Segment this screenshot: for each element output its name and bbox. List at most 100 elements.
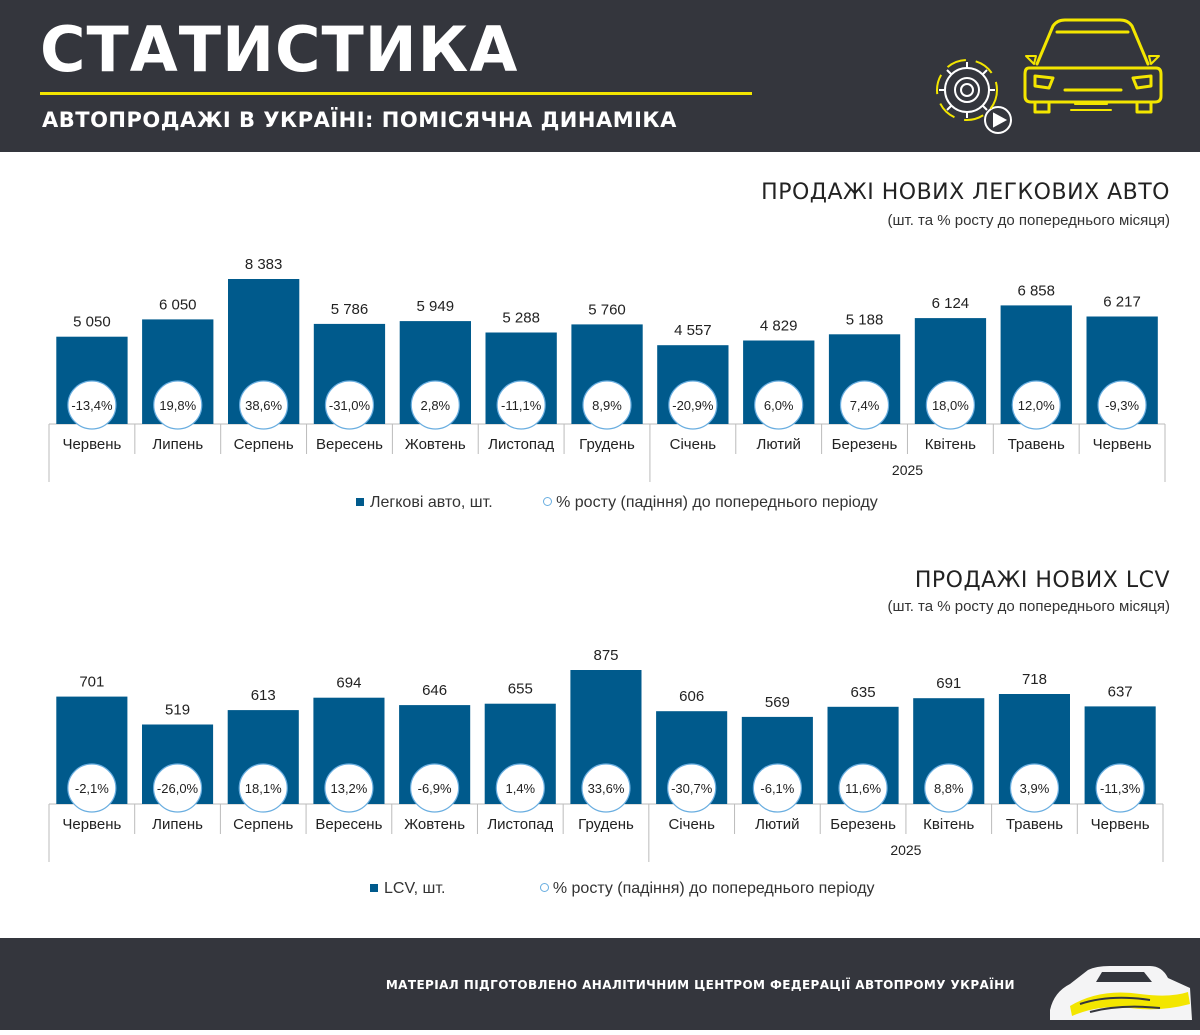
page-subtitle: АВТОПРОДАЖІ В УКРАЇНІ: ПОМІСЯЧНА ДИНАМІК… <box>42 108 677 132</box>
footer-banner: МАТЕРІАЛ ПІДГОТОВЛЕНО АНАЛІТИЧНИМ ЦЕНТРО… <box>0 938 1200 1030</box>
year-group-label: 2025 <box>892 462 923 478</box>
pct-change-label: -26,0% <box>157 781 199 796</box>
year-group-label: 2025 <box>890 842 921 858</box>
pct-change-label: 33,6% <box>588 781 625 796</box>
x-tick-label: Грудень <box>579 436 635 453</box>
pct-circle-marker <box>668 380 718 430</box>
bar-value-label: 5 949 <box>417 298 455 315</box>
pct-change-label: -20,9% <box>672 398 714 413</box>
pct-circle-marker <box>839 380 890 430</box>
legend-pct-item: % росту (падіння) до попереднього період… <box>543 494 878 511</box>
bar-value-label: 6 858 <box>1017 282 1055 299</box>
bar-value-label: 701 <box>79 674 104 691</box>
legend-bar-item: LCV, шт. <box>370 880 445 897</box>
lcv-bar-chart: 701 -2,1% Червень 519 -26,0% Липень 613 18,1% Се… <box>48 647 1164 862</box>
pct-circle-marker <box>1095 763 1145 813</box>
pct-change-label: 6,0% <box>764 398 794 413</box>
pct-circle-marker <box>582 380 632 430</box>
pct-circle-marker <box>838 763 888 813</box>
pct-circle-marker <box>410 380 460 430</box>
pct-change-label: 8,8% <box>934 781 964 796</box>
legend-pct-label: % росту (падіння) до попереднього період… <box>552 880 875 897</box>
bar-value-label: 875 <box>593 647 618 664</box>
pct-circle-marker <box>924 763 974 813</box>
pct-change-label: 2,8% <box>420 398 450 413</box>
x-tick-label: Листопад <box>487 816 553 833</box>
pct-circle-marker <box>152 763 203 813</box>
pct-change-label: 3,9% <box>1020 781 1050 796</box>
legend-bar-swatch <box>370 883 378 892</box>
x-tick-label: Листопад <box>488 436 554 453</box>
bar-value-label: 519 <box>165 702 190 719</box>
pct-circle-marker <box>239 380 289 430</box>
pct-change-label: -11,3% <box>1100 781 1141 796</box>
pct-change-label: 38,6% <box>245 398 282 413</box>
bar-value-label: 646 <box>422 682 447 699</box>
chart1-subtitle: (шт. та % росту до попереднього місяця) <box>887 212 1170 229</box>
pct-change-label: -2,1% <box>75 781 109 796</box>
pct-circle-marker <box>1009 763 1060 813</box>
x-tick-label: Січень <box>668 816 715 833</box>
pct-change-label: 11,6% <box>845 781 881 796</box>
chart1-legend: Легкові авто, шт. % росту (падіння) до п… <box>356 494 878 512</box>
bar-value-label: 655 <box>508 681 533 698</box>
pct-change-label: 18,1% <box>245 781 282 796</box>
x-tick-label: Травень <box>1008 436 1065 453</box>
chart2-title: ПРОДАЖІ НОВИХ LCV <box>914 568 1170 593</box>
footer-note: МАТЕРІАЛ ПІДГОТОВЛЕНО АНАЛІТИЧНИМ ЦЕНТРО… <box>385 978 1015 992</box>
federation-car-logo-icon <box>1040 948 1200 1030</box>
x-tick-label: Серпень <box>233 816 293 833</box>
pct-circle-marker <box>752 763 802 813</box>
pct-circle-marker <box>581 763 631 813</box>
bar-value-label: 4 829 <box>760 318 798 335</box>
bar-value-label: 5 188 <box>846 311 884 328</box>
pct-change-label: -30,7% <box>671 781 713 796</box>
pct-change-label: 18,0% <box>932 398 969 413</box>
legend-bar-label: Легкові авто, шт. <box>370 494 493 511</box>
pct-circle-marker <box>324 380 375 430</box>
x-tick-label: Вересень <box>315 816 382 833</box>
bar-value-label: 691 <box>936 675 961 692</box>
bar-value-label: 5 760 <box>588 301 626 318</box>
pct-change-label: -31,0% <box>329 398 371 413</box>
bar-value-label: 8 383 <box>245 256 283 273</box>
pct-change-label: -11,1% <box>501 398 542 413</box>
pct-circle-marker <box>67 763 117 813</box>
x-tick-label: Квітень <box>923 816 974 833</box>
bar-value-label: 637 <box>1108 683 1133 700</box>
bar-value-label: 5 050 <box>73 314 111 331</box>
pct-change-label: 8,9% <box>592 398 622 413</box>
pct-change-label: 7,4% <box>850 398 880 413</box>
bar-value-label: 606 <box>679 688 704 705</box>
chart2-legend: LCV, шт. % росту (падіння) до попередньо… <box>370 880 875 898</box>
bar-value-label: 5 288 <box>502 310 540 327</box>
x-tick-label: Лютий <box>755 816 799 833</box>
chart2-subtitle: (шт. та % росту до попереднього місяця) <box>887 598 1170 615</box>
legend-circle-swatch <box>543 497 553 507</box>
legend-pct-item: % росту (падіння) до попереднього період… <box>539 880 875 897</box>
pct-change-label: -6,9% <box>418 781 452 796</box>
bar-value-label: 6 124 <box>932 295 970 312</box>
pct-circle-marker <box>496 380 546 430</box>
bar-value-label: 635 <box>851 684 876 701</box>
page-title: СТАТИСТИКА <box>40 13 519 86</box>
bar-value-label: 5 786 <box>331 301 369 318</box>
x-tick-label: Липень <box>152 436 203 453</box>
x-tick-label: Жовтень <box>404 816 465 833</box>
x-tick-label: Червень <box>62 816 121 833</box>
x-tick-label: Березень <box>830 816 896 833</box>
x-tick-label: Березень <box>832 436 898 453</box>
x-tick-label: Липень <box>152 816 203 833</box>
legend-circle-swatch <box>539 883 549 893</box>
legend-bar-label: LCV, шт. <box>384 880 446 897</box>
pct-circle-marker <box>324 763 374 813</box>
pct-change-label: -13,4% <box>71 398 113 413</box>
pct-change-label: 19,8% <box>159 398 196 413</box>
header-banner: СТАТИСТИКА АВТОПРОДАЖІ В УКРАЇНІ: ПОМІСЯ… <box>0 0 1200 152</box>
x-tick-label: Грудень <box>578 816 634 833</box>
pct-circle-marker <box>153 380 203 430</box>
pct-change-label: 1,4% <box>505 781 535 796</box>
x-tick-label: Червень <box>62 436 121 453</box>
pct-circle-marker <box>410 763 460 813</box>
pct-circle-marker <box>754 380 804 430</box>
